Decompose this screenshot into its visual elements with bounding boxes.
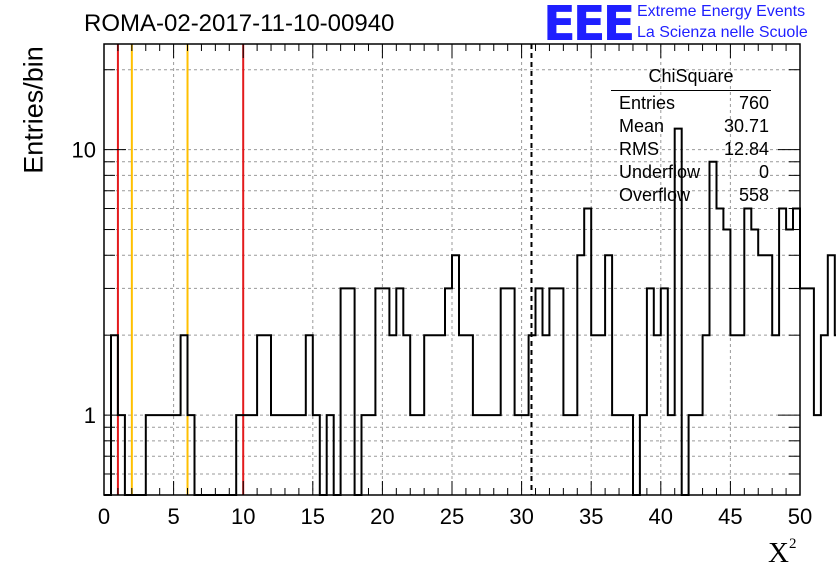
stats-value: 12.84 — [723, 139, 769, 159]
x-tick-label: 15 — [301, 504, 325, 529]
stats-row-rms: RMS 12.84 — [611, 139, 771, 161]
marker-lines — [116, 44, 533, 495]
y-tick-label: 10 — [72, 138, 96, 163]
histogram-series — [104, 127, 836, 496]
eee-logo-mark: EEE — [543, 0, 635, 52]
x-tick-label: 40 — [649, 504, 673, 529]
y-tick-label: 1 — [84, 403, 96, 428]
run-title: ROMA-02-2017-11-10-00940 — [84, 10, 395, 37]
stats-value: 558 — [738, 185, 769, 205]
x-tick-label: 35 — [579, 504, 603, 529]
stats-row-overflow: Overflow 558 — [611, 185, 771, 207]
y-axis-label: Entries/bin — [18, 46, 49, 174]
stats-value: 760 — [738, 93, 769, 113]
stats-value: 30.71 — [723, 116, 769, 136]
x-tick-label: 10 — [231, 504, 255, 529]
x-axis-label-exponent: 2 — [788, 536, 797, 552]
stats-key: Entries — [619, 93, 676, 113]
axis-ticks — [103, 44, 801, 495]
x-axis-label-base: X — [768, 537, 789, 569]
x-tick-label: 50 — [788, 504, 812, 529]
x-tick-label: 25 — [440, 504, 464, 529]
eee-logo-line2: La Scienza nelle Scuole — [637, 24, 808, 41]
stats-key: Mean — [619, 116, 665, 136]
x-tick-label: 20 — [370, 504, 394, 529]
axis-tick-labels: 0 5 10 15 20 25 30 35 40 45 50 1 10 — [72, 138, 813, 529]
stats-box: ChiSquare Entries 760 Mean 30.71 RMS 12.… — [611, 66, 771, 206]
stats-row-underflow: Underflow 0 — [611, 162, 771, 184]
stats-row-entries: Entries 760 — [611, 93, 771, 115]
histogram-line — [104, 127, 836, 496]
stats-title: ChiSquare — [648, 66, 734, 86]
stats-divider — [611, 90, 771, 91]
stats-key: Underflow — [619, 162, 701, 182]
stats-row-mean: Mean 30.71 — [611, 116, 771, 138]
x-tick-label: 45 — [718, 504, 742, 529]
stats-key: RMS — [619, 139, 659, 159]
x-tick-label: 30 — [509, 504, 533, 529]
eee-logo-line1: Extreme Energy Events — [637, 3, 806, 20]
stats-value: 0 — [758, 162, 769, 182]
stats-key: Overflow — [619, 185, 691, 205]
x-tick-label: 5 — [167, 504, 179, 529]
x-tick-label: 0 — [98, 504, 110, 529]
x-axis-label: X2 — [768, 536, 796, 570]
